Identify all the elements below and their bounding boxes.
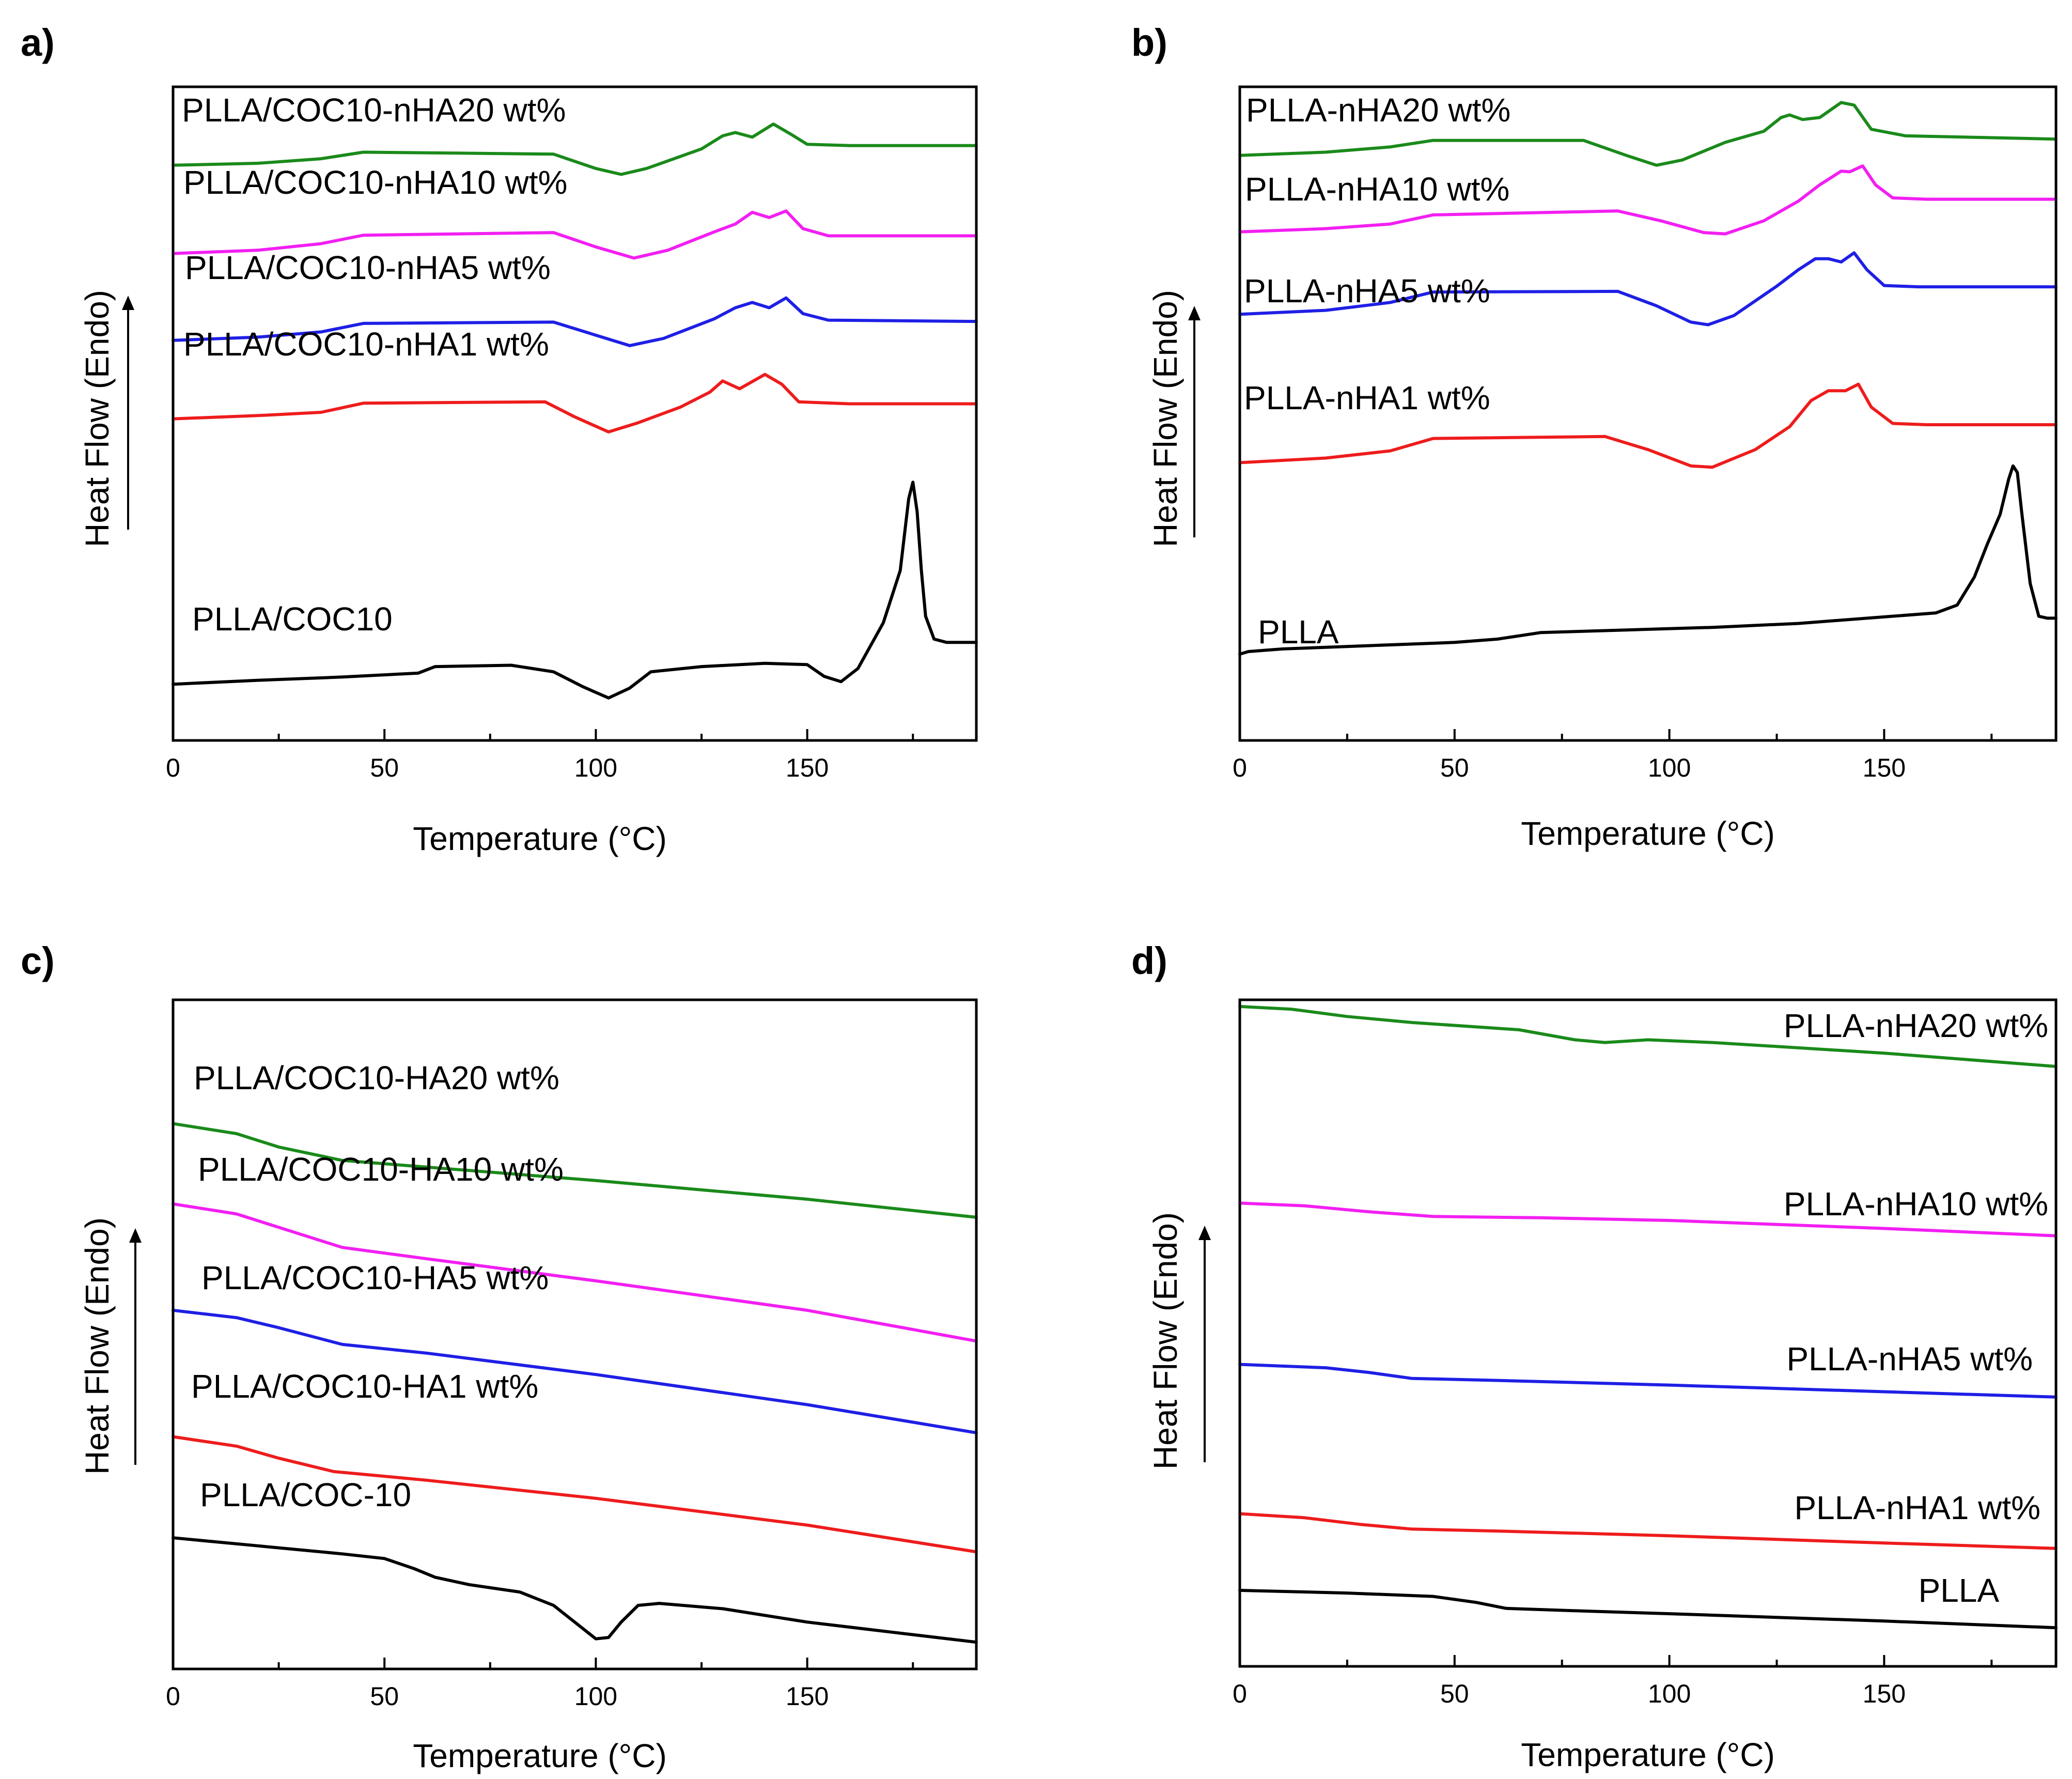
panel-c: c) 0 50 100 150 PLLA/COC10-HA20 wt% PLLA/CO… bbox=[21, 939, 978, 1774]
panel-d-series-3-line bbox=[1238, 1512, 2058, 1550]
panel-a: a) 0 50 100 150 PLLA/COC10-nHA20 wt% PLLA/C… bbox=[21, 21, 978, 857]
panel-b-x-tick-label-100: 100 bbox=[1648, 753, 1691, 782]
panel-d-series-2-line bbox=[1238, 1363, 2058, 1399]
panel-b-y-arrow-icon bbox=[1188, 306, 1201, 537]
panel-d-label-series-1: PLLA-nHA10 wt% bbox=[1784, 1185, 2048, 1223]
panel-a-series-2-line bbox=[172, 296, 978, 347]
panel-d-x-tick-label-100: 100 bbox=[1648, 1679, 1691, 1708]
panel-b-series-3-line bbox=[1238, 382, 2058, 469]
panel-a-x-tick-label-100: 100 bbox=[574, 753, 617, 782]
panel-d-series-1-line bbox=[1238, 1201, 2058, 1237]
panel-a-x-tick-label-150: 150 bbox=[786, 753, 829, 782]
panel-a-plot-frame bbox=[172, 85, 978, 742]
panel-d-x-tick-label-50: 50 bbox=[1440, 1679, 1469, 1708]
panel-a-x-tick-label-0: 0 bbox=[166, 753, 180, 782]
panel-b: b) 0 50 100 150 PLLA-nHA20 wt% PLLA-nHA10 w… bbox=[1131, 21, 2058, 852]
panel-a-ylabel: Heat Flow (Endo) bbox=[79, 290, 116, 547]
panel-c-xlabel: Temperature (°C) bbox=[413, 1737, 667, 1774]
panel-c-series-1-line bbox=[172, 1202, 978, 1343]
panel-a-series-4-line bbox=[172, 481, 978, 700]
panel-d-plot-frame bbox=[1238, 998, 2058, 1668]
panel-d-ylabel: Heat Flow (Endo) bbox=[1147, 1212, 1184, 1469]
panel-d-label-series-2: PLLA-nHA5 wt% bbox=[1786, 1340, 2033, 1378]
panel-c-label-series-3: PLLA/COC10-HA1 wt% bbox=[191, 1368, 538, 1405]
panel-b-series-1-line bbox=[1238, 164, 2058, 236]
panel-b-series-0-line bbox=[1238, 101, 2058, 167]
panel-b-label-series-1: PLLA-nHA10 wt% bbox=[1245, 171, 1509, 208]
panel-a-label-series-4: PLLA/COC10 bbox=[192, 600, 393, 638]
panel-d-x-tick-label-150: 150 bbox=[1863, 1679, 1906, 1708]
panel-b-label-series-0: PLLA-nHA20 wt% bbox=[1246, 91, 1510, 129]
panel-c-x-tick-label-100: 100 bbox=[574, 1682, 617, 1711]
panel-a-label: a) bbox=[21, 21, 55, 64]
panel-d-series-0-line bbox=[1238, 1004, 2058, 1068]
panel-b-series-4-line bbox=[1238, 464, 2058, 656]
panel-a-label-series-3: PLLA/COC10-nHA1 wt% bbox=[183, 326, 549, 363]
panel-c-ylabel: Heat Flow (Endo) bbox=[79, 1217, 116, 1475]
panel-a-label-series-0: PLLA/COC10-nHA20 wt% bbox=[182, 91, 566, 129]
panel-c-x-tick-label-150: 150 bbox=[786, 1682, 829, 1711]
panel-a-label-series-2: PLLA/COC10-nHA5 wt% bbox=[185, 249, 551, 286]
panel-c-label-series-2: PLLA/COC10-HA5 wt% bbox=[201, 1259, 549, 1296]
panel-c-label: c) bbox=[21, 939, 55, 982]
panel-a-xlabel: Temperature (°C) bbox=[413, 820, 667, 857]
panel-c-label-series-1: PLLA/COC10-HA10 wt% bbox=[198, 1151, 564, 1188]
panel-a-x-tick-label-50: 50 bbox=[370, 753, 399, 782]
panel-c-label-series-4: PLLA/COC-10 bbox=[200, 1476, 411, 1513]
panel-a-series-3-line bbox=[172, 373, 978, 434]
panel-d-x-tick-label-0: 0 bbox=[1233, 1679, 1247, 1708]
panel-c-x-tick-label-50: 50 bbox=[370, 1682, 399, 1711]
panel-d-ticks: 0 50 100 150 bbox=[1233, 1655, 1993, 1708]
panel-b-series bbox=[1238, 101, 2058, 656]
panel-a-series-0-line bbox=[172, 122, 978, 176]
panel-b-label-series-3: PLLA-nHA1 wt% bbox=[1244, 379, 1490, 416]
panel-c-ticks: 0 50 100 150 bbox=[166, 1658, 914, 1711]
panel-b-plot-frame bbox=[1238, 85, 2058, 742]
panel-c-series-4-line bbox=[172, 1536, 978, 1644]
panel-a-series bbox=[172, 122, 978, 700]
panel-b-x-tick-label-50: 50 bbox=[1440, 753, 1469, 782]
panel-b-x-tick-label-0: 0 bbox=[1233, 753, 1247, 782]
panel-b-x-tick-label-150: 150 bbox=[1863, 753, 1906, 782]
panel-b-label-series-4: PLLA bbox=[1258, 613, 1339, 651]
panel-d-series bbox=[1238, 1004, 2058, 1630]
panel-a-series-1-line bbox=[172, 209, 978, 260]
panel-b-xlabel: Temperature (°C) bbox=[1521, 815, 1775, 852]
panel-d-label-series-0: PLLA-nHA20 wt% bbox=[1784, 1007, 2048, 1044]
panel-a-y-arrow-icon bbox=[122, 296, 134, 530]
panel-d: d) 0 50 100 150 PLLA-nHA20 wt% PLLA-nHA10 w… bbox=[1131, 939, 2058, 1773]
panel-b-label-series-2: PLLA-nHA5 wt% bbox=[1244, 272, 1490, 310]
panel-c-y-arrow-icon bbox=[129, 1228, 142, 1465]
panel-a-ticks: 0 50 100 150 bbox=[166, 729, 914, 782]
panel-b-ticks: 0 50 100 150 bbox=[1233, 729, 1993, 782]
panel-a-label-series-1: PLLA/COC10-nHA10 wt% bbox=[183, 164, 567, 201]
panel-d-series-4-line bbox=[1238, 1588, 2058, 1630]
panel-d-label-series-3: PLLA-nHA1 wt% bbox=[1794, 1489, 2040, 1526]
panel-d-label-series-4: PLLA bbox=[1918, 1572, 1999, 1609]
panel-d-y-arrow-icon bbox=[1198, 1226, 1211, 1462]
panel-b-label: b) bbox=[1131, 21, 1167, 64]
panel-d-label: d) bbox=[1131, 939, 1167, 982]
panel-c-x-tick-label-0: 0 bbox=[166, 1682, 180, 1711]
panel-c-series-2-line bbox=[172, 1308, 978, 1434]
panel-c-series-0-line bbox=[172, 1122, 978, 1219]
panel-c-series bbox=[172, 1122, 978, 1644]
panel-c-label-series-0: PLLA/COC10-HA20 wt% bbox=[194, 1059, 559, 1096]
panel-b-series-2-line bbox=[1238, 251, 2058, 327]
panel-d-xlabel: Temperature (°C) bbox=[1521, 1736, 1775, 1773]
panel-b-ylabel: Heat Flow (Endo) bbox=[1147, 290, 1184, 547]
panel-c-plot-frame bbox=[172, 998, 978, 1670]
panel-c-series-3-line bbox=[172, 1435, 978, 1554]
